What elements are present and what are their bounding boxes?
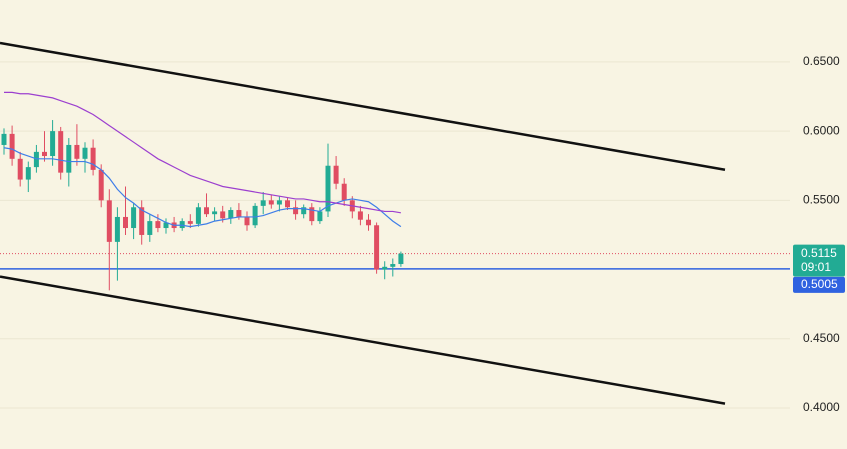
- candle-body: [333, 165, 339, 184]
- candle-body: [398, 253, 404, 265]
- candle-body: [147, 221, 153, 235]
- candle-body: [33, 151, 39, 168]
- candle-body: [163, 222, 169, 229]
- candle-body: [131, 207, 137, 229]
- candle-body: [325, 165, 331, 212]
- candle-body: [58, 131, 64, 173]
- candle-body: [366, 219, 371, 226]
- candle-body: [50, 131, 56, 157]
- level-price-label: 0.5005: [801, 277, 838, 291]
- candle-body: [293, 207, 299, 215]
- candle-body: [82, 147, 88, 159]
- candle-body: [187, 221, 193, 224]
- candle-body: [66, 144, 72, 173]
- y-tick-label: 0.4500: [803, 331, 840, 345]
- candle-body: [390, 264, 396, 267]
- candle-body: [317, 211, 323, 222]
- candle-body: [228, 210, 234, 219]
- candle-body: [309, 207, 315, 222]
- candle-body: [260, 200, 266, 206]
- candle-body: [123, 216, 128, 229]
- candle-body: [285, 200, 290, 208]
- candle-body: [139, 207, 145, 235]
- level-price-bg: [793, 276, 845, 293]
- candle-body: [195, 207, 201, 224]
- y-tick-label: 0.6000: [803, 123, 840, 137]
- candle-body: [25, 167, 31, 180]
- candle-body: [74, 144, 80, 159]
- candle-body: [114, 216, 120, 242]
- candle-body: [374, 225, 380, 270]
- candle-body: [98, 169, 104, 201]
- candle-body: [301, 207, 307, 215]
- candle-body: [42, 151, 47, 157]
- trend-line: [0, 275, 726, 405]
- y-tick-label: 0.4000: [803, 400, 840, 414]
- candle-body: [382, 266, 388, 270]
- candle-body: [204, 207, 209, 215]
- candle-body: [252, 205, 258, 226]
- candle-body: [155, 221, 161, 229]
- candle-body: [212, 211, 218, 215]
- trend-line: [0, 41, 726, 171]
- last-price-bg: [793, 244, 845, 277]
- candle-body: [9, 133, 15, 159]
- candle-body: [244, 216, 250, 226]
- last-price-label: 0.5115: [801, 246, 837, 260]
- candle-body: [90, 147, 96, 170]
- candle-body: [276, 200, 282, 205]
- moving-average-line: [3, 147, 402, 228]
- y-tick-label: 0.5500: [803, 193, 840, 207]
- candle-body: [179, 221, 185, 229]
- candle-body: [236, 210, 242, 217]
- candle-body: [268, 200, 274, 205]
- candle-body: [220, 211, 226, 219]
- candle-body: [17, 158, 23, 180]
- candle-body: [1, 133, 7, 145]
- candle-body: [106, 200, 112, 242]
- countdown-label: 09:01: [801, 260, 831, 274]
- candle-body: [341, 183, 347, 201]
- level-price-box: 0.5005: [793, 276, 845, 293]
- y-tick-label: 0.6500: [803, 54, 840, 68]
- moving-average-line: [4, 91, 402, 214]
- candle-body: [357, 211, 363, 220]
